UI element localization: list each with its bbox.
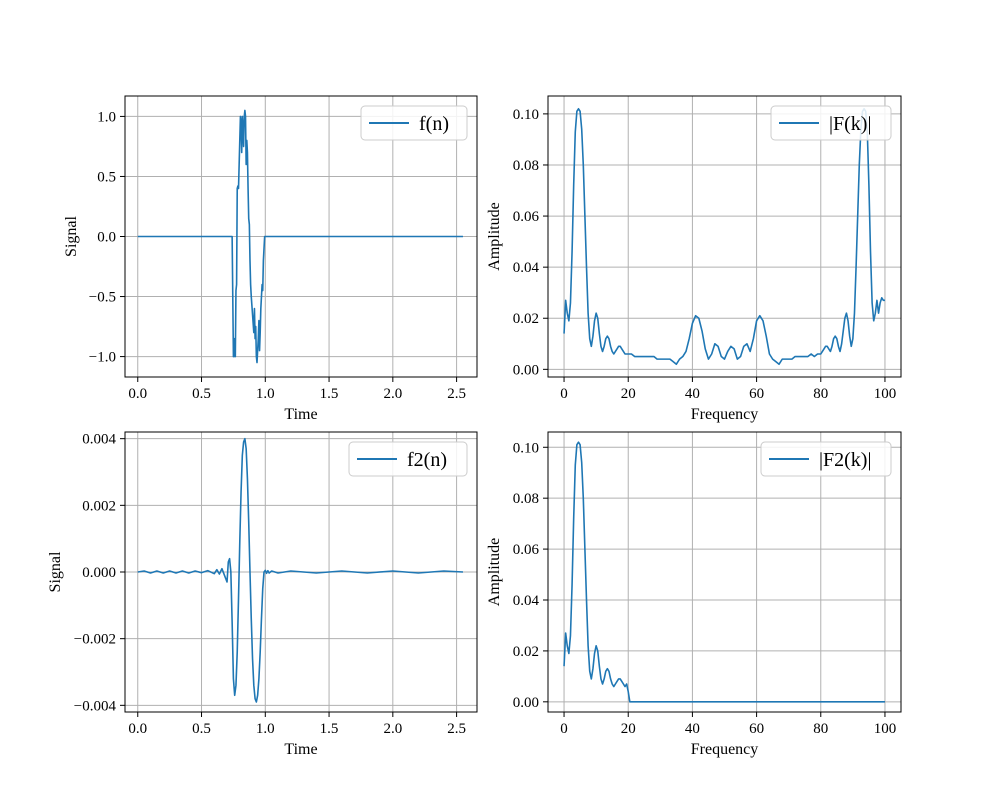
x-tick-label: 0 <box>560 721 568 737</box>
legend-box <box>360 105 468 141</box>
series-line <box>563 441 885 703</box>
x-axis-label: Time <box>284 741 317 758</box>
legend-box <box>770 105 892 141</box>
x-tick-label: 100 <box>874 386 897 402</box>
x-tick-label: 1.0 <box>256 721 275 737</box>
legend-box <box>760 441 892 477</box>
x-tick-label: 60 <box>749 386 764 402</box>
y-tick-label: 0.06 <box>513 542 540 558</box>
series-line <box>137 109 463 364</box>
chart-panel-1: 0.0 0.5 1.0 1.5 2.0 2.5 −1.0 −0.5 0.0 0.5 1.0 Time S… <box>63 95 478 423</box>
series-line <box>563 107 885 366</box>
chart-panel-2: 0 20 40 60 80 100 0.00 0.02 0.04 0.06 0.08 0.10 Freq… <box>486 95 902 423</box>
plot-frame <box>547 95 902 378</box>
x-tick-label: 0.5 <box>192 721 211 737</box>
y-tick-label: −0.004 <box>74 698 117 714</box>
y-tick-label: 0.02 <box>513 644 539 660</box>
x-tick-label: 100 <box>874 721 897 737</box>
y-axis-label: Signal <box>47 551 64 592</box>
x-axis-label: Time <box>284 406 317 423</box>
legend: f2(n) <box>348 441 468 477</box>
x-tick-label: 80 <box>813 721 828 737</box>
x-tick-label: 1.0 <box>256 386 275 402</box>
y-tick-label: −0.002 <box>74 632 116 648</box>
y-tick-label: 0.04 <box>513 593 540 609</box>
y-tick-label: 1.0 <box>97 109 116 125</box>
x-tick-label: 0.0 <box>128 721 147 737</box>
x-tick-label: 40 <box>685 386 700 402</box>
legend-box <box>348 441 468 477</box>
legend: |F2(k)| <box>760 441 892 477</box>
y-tick-label: −0.5 <box>89 290 116 306</box>
x-tick-label: 20 <box>621 386 636 402</box>
y-tick-label: 0.08 <box>513 491 539 507</box>
x-tick-label: 2.5 <box>447 386 466 402</box>
y-tick-label: 0.5 <box>97 169 116 185</box>
x-tick-label: 0.0 <box>128 386 147 402</box>
chart-panel-4: 0 20 40 60 80 100 0.00 0.02 0.04 0.06 0.08 0.10 Freq… <box>486 431 902 758</box>
y-tick-label: 0.00 <box>513 695 539 711</box>
x-tick-label: 20 <box>621 721 636 737</box>
legend-label: f2(n) <box>407 449 447 471</box>
chart-panel-3: 0.0 0.5 1.0 1.5 2.0 2.5 −0.004 −0.002 0.000 0.002… <box>47 431 478 758</box>
x-tick-label: 2.0 <box>383 721 402 737</box>
y-tick-label: 0.06 <box>513 209 540 225</box>
y-tick-label: 0.10 <box>513 107 539 123</box>
legend-label: |F2(k)| <box>819 449 871 471</box>
y-tick-label: 0.0 <box>97 230 116 246</box>
y-tick-label: 0.000 <box>82 565 116 581</box>
y-tick-label: 0.04 <box>513 260 540 276</box>
x-tick-label: 2.0 <box>383 386 402 402</box>
legend-label: |F(k)| <box>829 113 871 135</box>
x-tick-label: 1.5 <box>320 721 339 737</box>
x-tick-label: 0.5 <box>192 386 211 402</box>
legend-label: f(n) <box>419 113 449 135</box>
y-tick-label: 0.02 <box>513 311 539 327</box>
x-tick-label: 60 <box>749 721 764 737</box>
y-tick-label: −1.0 <box>89 350 116 366</box>
legend: |F(k)| <box>770 105 892 141</box>
x-tick-label: 0 <box>560 386 568 402</box>
x-tick-label: 2.5 <box>447 721 466 737</box>
series-line <box>137 437 464 703</box>
y-axis-label: Signal <box>63 216 80 257</box>
y-tick-label: 0.004 <box>82 432 116 448</box>
legend: f(n) <box>360 105 468 141</box>
x-axis-label: Frequency <box>691 406 759 423</box>
x-axis-label: Frequency <box>691 741 759 758</box>
y-tick-label: 0.08 <box>513 158 539 174</box>
y-axis-label: Amplitude <box>486 202 503 270</box>
plot-frame <box>547 431 902 713</box>
x-tick-label: 80 <box>813 386 828 402</box>
y-axis-label: Amplitude <box>486 538 503 606</box>
y-tick-label: 0.002 <box>82 498 116 514</box>
x-tick-label: 1.5 <box>320 386 339 402</box>
y-tick-label: 0.10 <box>513 440 539 456</box>
y-tick-label: 0.00 <box>513 362 539 378</box>
x-tick-label: 40 <box>685 721 700 737</box>
